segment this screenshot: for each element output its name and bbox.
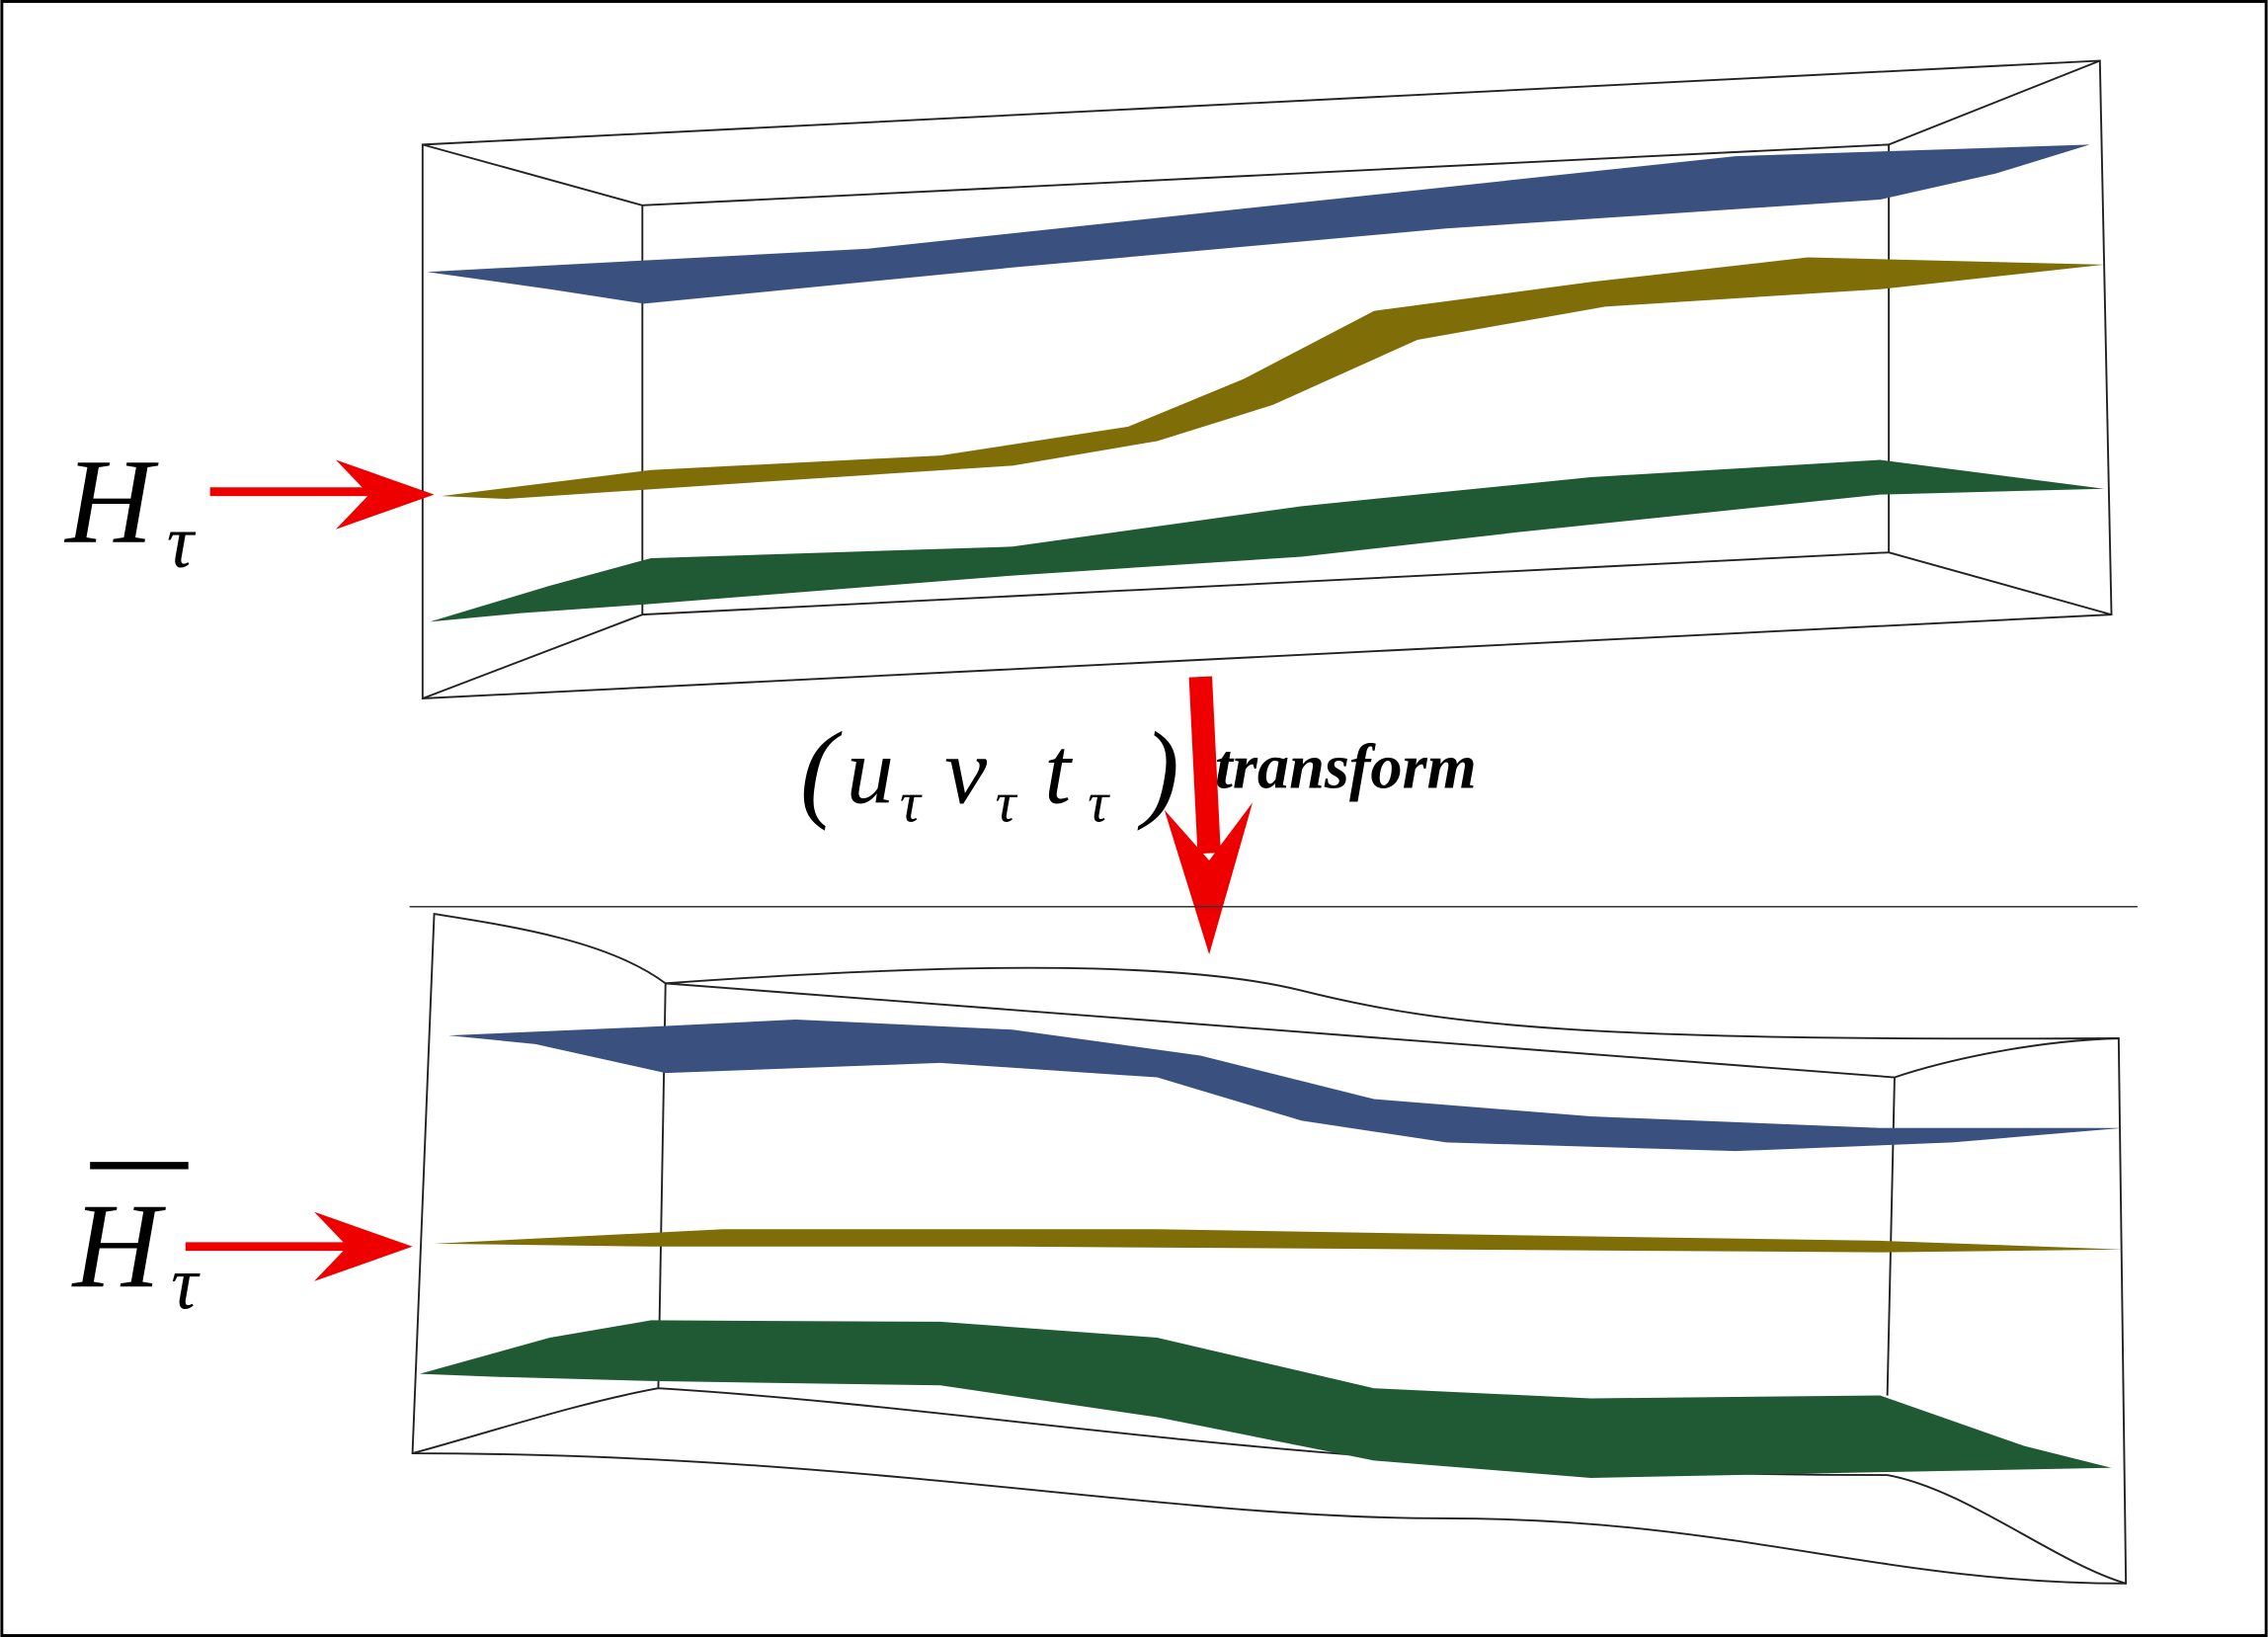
param: v	[944, 717, 987, 823]
bottom-label: H τ	[71, 1162, 201, 1326]
arrow	[1188, 676, 1221, 855]
paren: (	[800, 710, 843, 832]
label-main: H	[71, 1179, 167, 1314]
param: u	[847, 717, 894, 823]
arrow-head	[335, 459, 435, 530]
arrow-head	[314, 1211, 413, 1281]
param-sub: τ	[1088, 770, 1110, 834]
param-sub: τ	[995, 770, 1017, 834]
label-main: H	[63, 434, 159, 569]
label-sub: τ	[171, 1243, 201, 1326]
top-label: H τ	[63, 434, 196, 584]
top-volume	[421, 59, 2113, 700]
transform-label: ( u τ v τ t τ ) transform	[800, 710, 1477, 835]
transform-word: transform	[1215, 732, 1477, 802]
arrow-head	[1164, 802, 1254, 955]
label-sub: τ	[167, 501, 197, 584]
bottom-volume	[411, 913, 2128, 1585]
paren: )	[1137, 710, 1179, 832]
param-sub: τ	[900, 770, 923, 834]
param: t	[1044, 717, 1073, 823]
